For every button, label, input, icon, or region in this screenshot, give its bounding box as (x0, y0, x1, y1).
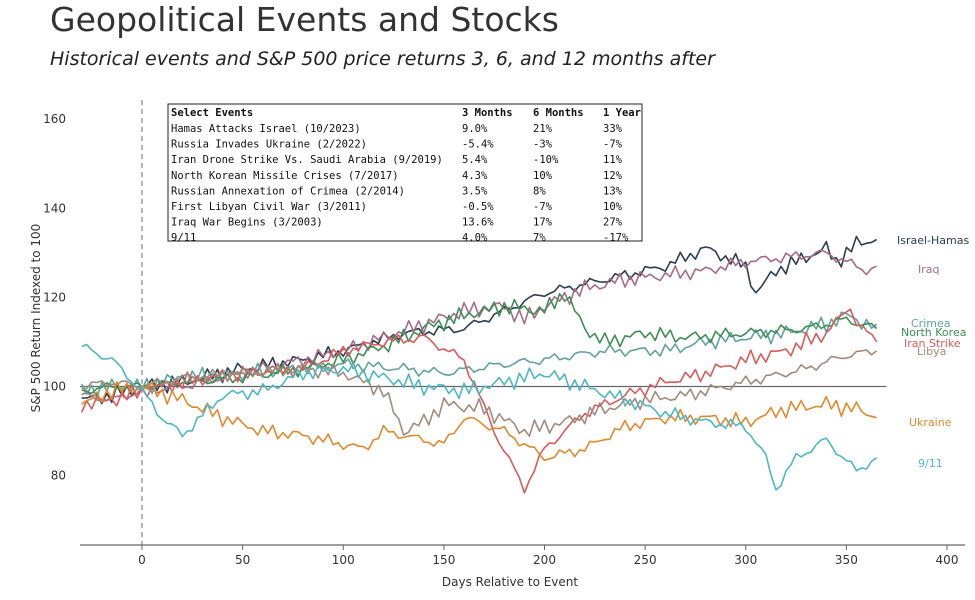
table-cell: -0.5% (462, 201, 494, 213)
table-cell: First Libyan Civil War (3/2011) (171, 201, 367, 213)
x-axis-title: Days Relative to Event (442, 575, 579, 589)
table-cell: Hamas Attacks Israel (10/2023) (171, 123, 361, 135)
table-cell: 9/11 (171, 232, 196, 244)
x-axis: 0 50 100 150 200 250 300 350 400 (138, 545, 958, 567)
series-line (81, 349, 878, 438)
table-cell: 9.0% (462, 123, 488, 135)
table-header-cell: Select Events (171, 107, 253, 119)
table-cell: 4.3% (462, 170, 488, 182)
table-header-cell: 1 Year (603, 107, 641, 119)
events-table-box (167, 103, 643, 242)
x-tick-label: 150 (432, 553, 455, 567)
x-tick-label: 300 (734, 553, 757, 567)
y-axis-title: S&P 500 Return Indexed to 100 (29, 224, 43, 413)
table-cell: Russian Annexation of Crimea (2/2014) (171, 185, 405, 197)
table-header-cell: 3 Months (462, 107, 513, 119)
table-cell: Iraq War Begins (3/2003) (171, 217, 323, 229)
series-label: Iran Strike (904, 337, 961, 350)
table-cell: 12% (603, 170, 623, 182)
table-cell: -7% (603, 139, 623, 151)
table-cell: 11% (603, 154, 623, 166)
table-cell: 13% (603, 185, 623, 197)
x-tick-label: 100 (332, 553, 355, 567)
table-cell: 27% (603, 217, 623, 229)
series-label: Iraq (918, 263, 940, 276)
table-cell: -7% (533, 201, 553, 213)
series-line (81, 249, 877, 402)
series-line (81, 343, 878, 491)
y-tick-label: 140 (43, 201, 66, 215)
series-label: Libya (917, 345, 946, 358)
series-label: 9/11 (918, 457, 943, 470)
table-cell: 5.4% (462, 154, 488, 166)
y-tick-label: 100 (43, 380, 66, 394)
table-cell: -17% (603, 232, 629, 244)
page-title: Geopolitical Events and Stocks (50, 0, 559, 39)
table-cell: 3.5% (462, 185, 488, 197)
table-cell: 13.6% (462, 217, 494, 229)
x-tick-label: 350 (835, 553, 858, 567)
table-cell: 17% (533, 217, 553, 229)
series-label: Israel-Hamas (897, 234, 969, 247)
table-cell: 10% (533, 170, 553, 182)
table-cell: Iran Drone Strike Vs. Saudi Arabia (9/20… (171, 154, 443, 166)
x-tick-label: 400 (936, 553, 959, 567)
x-tick-label: 50 (235, 553, 250, 567)
series-layer (80, 235, 878, 494)
y-axis: 80 100 120 140 160 (43, 112, 66, 482)
table-cell: Russia Invades Ukraine (2/2022) (171, 139, 367, 151)
series-line (81, 381, 877, 462)
series-label: North Korea (901, 326, 966, 339)
series-line (80, 311, 878, 400)
table-cell: 7% (533, 232, 546, 244)
table-cell: 33% (603, 123, 623, 135)
table-cell: 8% (533, 185, 546, 197)
table-cell: -3% (533, 139, 553, 151)
series-label: Crimea (911, 317, 950, 330)
table-cell: North Korean Missile Crises (7/2017) (171, 170, 399, 182)
series-line (81, 292, 878, 395)
x-tick-label: 250 (634, 553, 657, 567)
table-cell: 4.0% (462, 232, 488, 244)
table-cell: -5.4% (462, 139, 494, 151)
table-cell: 21% (533, 123, 553, 135)
y-tick-label: 160 (43, 112, 66, 126)
x-tick-label: 200 (533, 553, 556, 567)
table-cell: 10% (603, 201, 623, 213)
table-header-cell: 6 Months (533, 107, 584, 119)
x-tick-label: 0 (138, 553, 146, 567)
y-tick-label: 120 (43, 290, 66, 304)
series-label: Ukraine (909, 416, 952, 429)
y-tick-label: 80 (51, 469, 66, 483)
events-table: Select Events 3 Months 6 Months 1 Year Hamas… (167, 103, 643, 244)
table-cell: -10% (533, 154, 559, 166)
page-subtitle: Historical events and S&P 500 price retu… (50, 48, 715, 70)
